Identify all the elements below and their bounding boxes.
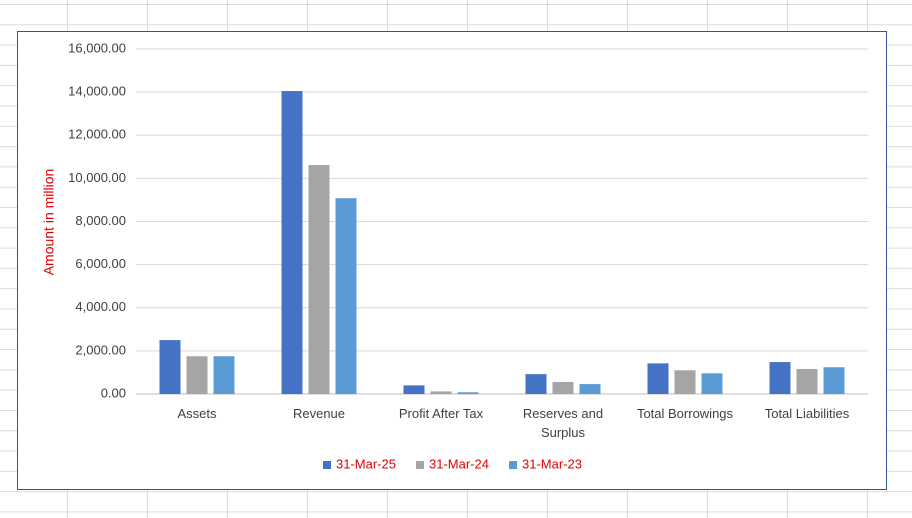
bar	[647, 363, 669, 394]
x-tick-label: Assets	[177, 406, 217, 421]
y-axis-label: Amount in million	[41, 169, 57, 276]
bar	[525, 374, 547, 394]
bar	[552, 381, 574, 394]
x-tick-label: Profit After Tax	[398, 406, 484, 421]
y-tick-label: 0.00	[101, 385, 126, 400]
y-tick-label: 12,000.00	[68, 127, 126, 142]
bar	[186, 356, 208, 394]
y-tick-label: 16,000.00	[68, 40, 126, 55]
legend-label: 31-Mar-23	[522, 456, 582, 471]
legend-swatch	[323, 461, 331, 469]
bar	[213, 356, 235, 394]
bar	[308, 165, 330, 394]
bar	[823, 367, 845, 394]
y-tick-label: 14,000.00	[68, 84, 126, 99]
y-tick-label: 8,000.00	[75, 213, 126, 228]
legend-label: 31-Mar-25	[336, 456, 396, 471]
bar	[335, 198, 357, 394]
chart-frame[interactable]: Amount in million 0.00 2,000.00 4,000.00 6,…	[17, 31, 887, 490]
legend-swatch	[509, 461, 517, 469]
bar	[403, 385, 425, 394]
y-tick-label: 4,000.00	[75, 299, 126, 314]
bar	[674, 370, 696, 394]
x-tick-label: Reserves and Surplus	[522, 406, 604, 440]
y-tick-label: 6,000.00	[75, 256, 126, 271]
y-tick-label: 10,000.00	[68, 170, 126, 185]
x-tick-label: Total Borrowings	[636, 406, 734, 421]
chart: Amount in million 0.00 2,000.00 4,000.00 6,…	[41, 40, 868, 471]
bar	[579, 384, 601, 394]
legend-label: 31-Mar-24	[429, 456, 489, 471]
bar	[159, 340, 181, 394]
bar	[281, 91, 303, 394]
bar	[796, 368, 818, 394]
y-tick-label: 2,000.00	[75, 342, 126, 357]
x-tick-label: Total Liabilities	[764, 406, 850, 421]
bar	[769, 362, 791, 394]
bar	[701, 373, 723, 394]
x-tick-label: Revenue	[292, 406, 346, 421]
legend-swatch	[416, 461, 424, 469]
bar	[430, 391, 452, 394]
bar	[457, 392, 479, 394]
